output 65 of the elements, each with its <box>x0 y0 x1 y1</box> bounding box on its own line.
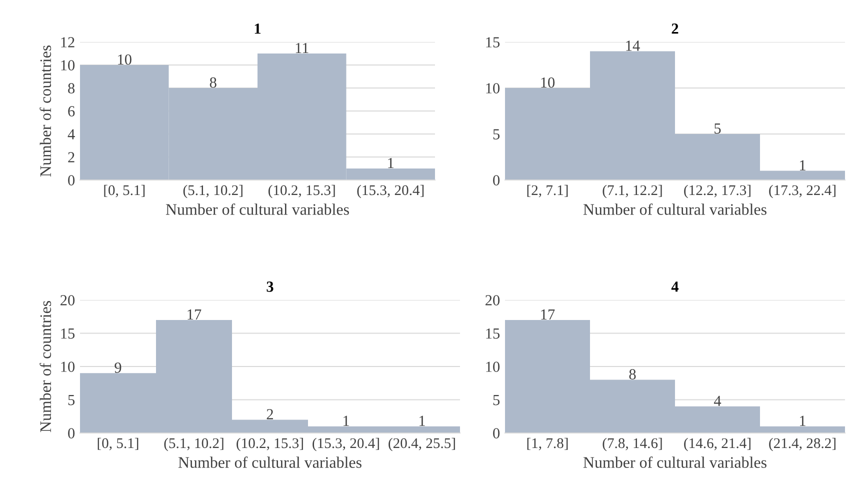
x-tick-label: (14.6, 21.4] <box>684 438 750 452</box>
x-tick-label: (7.8, 14.6] <box>602 438 662 452</box>
x-tick-label: [1, 7.8] <box>527 438 568 450</box>
data-label: 1 <box>800 160 806 170</box>
data-label: 2 <box>266 409 273 420</box>
x-tick-label: (21.4, 28.2] <box>769 438 836 452</box>
y-tick-label: 0 <box>493 175 500 186</box>
y-tick-label: 15 <box>486 37 500 48</box>
y-tick-label: 0 <box>68 428 75 438</box>
y-tick-label: 20 <box>486 295 500 306</box>
x-axis-title: Number of cultural variables <box>166 203 349 215</box>
y-tick-label: 6 <box>68 106 75 116</box>
x-tick-label: (17.3, 22.4] <box>769 184 836 198</box>
y-tick-label: 8 <box>68 83 75 94</box>
x-tick-label: (20.4, 25.5] <box>388 438 455 452</box>
y-tick-label: 15 <box>61 328 75 339</box>
y-tick-label: 15 <box>486 328 500 339</box>
x-tick-label: (12.2, 17.3] <box>684 184 750 198</box>
y-tick-label: 0 <box>68 175 75 186</box>
y-tick-label: 12 <box>61 37 74 48</box>
data-label: 11 <box>296 42 308 54</box>
x-tick-label: (5.1, 10.2] <box>183 184 242 198</box>
y-tick-label: 4 <box>68 129 75 140</box>
x-tick-label: (15.3, 20.4] <box>357 184 424 198</box>
x-tick-label: [0, 5.1] <box>98 438 138 450</box>
y-tick-label: 5 <box>68 395 75 406</box>
y-tick-label: 5 <box>493 129 500 140</box>
x-tick-label: (15.3, 20.4] <box>312 438 379 452</box>
y-axis-title: Number of countries <box>40 45 52 177</box>
x-tick-label: (10.2, 15.3] <box>268 184 335 198</box>
y-axis-title: Number of countries <box>40 300 52 432</box>
y-tick-label: 10 <box>61 60 75 70</box>
data-label: 1 <box>388 158 394 168</box>
x-tick-label: [2, 7.1] <box>527 184 568 198</box>
x-tick-label: (7.1, 12.2] <box>602 184 662 198</box>
chart-title: 3 <box>266 282 274 292</box>
x-tick-label: [0, 5.1] <box>104 184 145 198</box>
data-label: 5 <box>714 124 721 134</box>
data-label: 8 <box>210 77 216 88</box>
y-tick-label: 5 <box>493 395 500 406</box>
x-axis-title: Number of cultural variables <box>583 203 766 215</box>
data-label: 4 <box>714 396 722 406</box>
x-axis-title: Number of cultural variables <box>178 456 362 468</box>
y-tick-label: 20 <box>60 295 75 306</box>
data-label: 14 <box>626 40 640 51</box>
data-label: 1 <box>420 416 425 426</box>
x-axis-title: Number of cultural variables <box>583 456 766 468</box>
data-label: 1 <box>344 416 349 426</box>
x-tick-label: (5.1, 10.2] <box>164 438 224 452</box>
x-tick-label: (10.2, 15.3] <box>236 438 303 452</box>
data-label: 17 <box>188 309 202 320</box>
chart-title: 2 <box>672 24 678 34</box>
y-tick-label: 0 <box>493 428 500 438</box>
data-label: 1 <box>800 416 806 426</box>
data-label: 9 <box>114 362 122 373</box>
data-label: 8 <box>629 369 636 380</box>
y-tick-label: 10 <box>61 362 75 372</box>
y-tick-label: 10 <box>486 83 500 94</box>
y-tick-label: 10 <box>486 362 500 372</box>
chart-title: 1 <box>254 24 261 34</box>
data-label: 10 <box>118 54 132 65</box>
data-label: 10 <box>541 77 555 88</box>
y-tick-label: 2 <box>68 152 74 162</box>
data-label: 17 <box>541 309 555 320</box>
chart-title: 4 <box>671 282 679 292</box>
